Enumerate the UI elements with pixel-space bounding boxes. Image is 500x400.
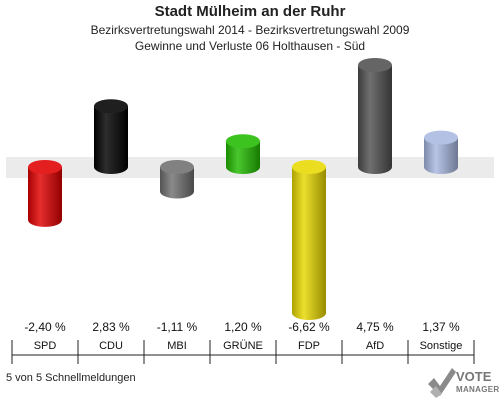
category-label: MBI	[167, 340, 187, 352]
bar-mbi	[160, 160, 194, 199]
chart-title: Stadt Mülheim an der Ruhr	[154, 3, 346, 20]
value-label: -1,11 %	[157, 320, 198, 334]
status-text: 5 von 5 Schnellmeldungen	[6, 372, 136, 384]
bar-afd	[358, 58, 392, 174]
chart-subtitle-1: Bezirksvertretungswahl 2014 - Bezirksver…	[90, 23, 410, 37]
logo-word-manager: MANAGER	[456, 385, 500, 394]
category-label: GRÜNE	[223, 340, 263, 352]
value-label: 1,20 %	[224, 320, 262, 334]
votemanager-logo: VOTE MANAGER	[426, 364, 500, 398]
bar-sonstige	[424, 130, 458, 174]
bar-fdp	[292, 160, 326, 320]
bar-spd	[28, 160, 62, 227]
value-label: -6,62 %	[288, 320, 330, 334]
logo-check-icon	[428, 368, 456, 398]
category-label: FDP	[298, 340, 320, 352]
bar-cdu	[94, 99, 128, 174]
category-label: SPD	[34, 340, 57, 352]
value-label: 1,37 %	[422, 320, 460, 334]
bar-gr-ne	[226, 134, 260, 174]
category-label: CDU	[99, 340, 123, 352]
category-label: AfD	[366, 340, 384, 352]
value-label: -2,40 %	[24, 320, 66, 334]
chart-subtitle-2: Gewinne und Verluste 06 Holthausen - Süd	[134, 39, 366, 53]
value-label: 2,83 %	[92, 320, 130, 334]
logo-word-vote: VOTE	[456, 369, 492, 384]
value-label: 4,75 %	[356, 320, 394, 334]
category-label: Sonstige	[420, 340, 463, 352]
